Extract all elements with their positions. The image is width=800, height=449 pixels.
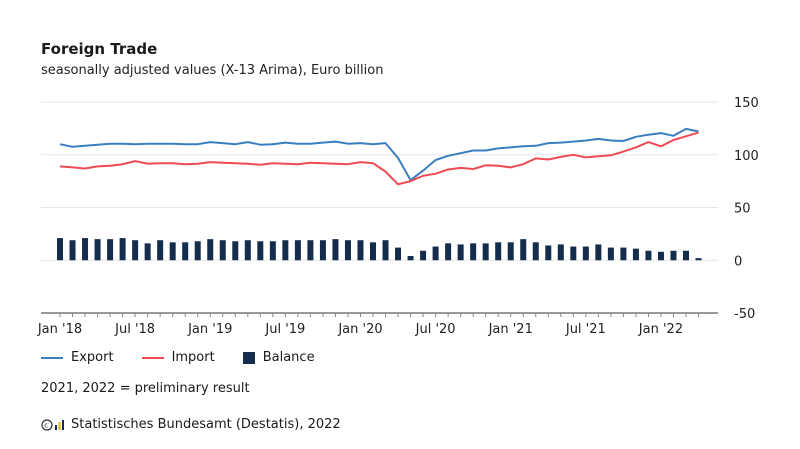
balance-bar [432,246,439,261]
balance-bar [370,242,376,261]
legend-label-import: Import [171,350,215,365]
y-tick-label: 50 [734,202,751,217]
grid-lines [41,101,718,261]
balance-bar [269,241,276,261]
export-swatch [41,356,63,359]
x-tick-label: Jan '20 [337,322,382,337]
source-line: c Statistisches Bundesamt (Destatis), 20… [41,417,341,432]
balance-bar [82,238,89,261]
x-tick-label: Jul '19 [264,322,305,337]
balance-bar [232,241,239,261]
y-tick-label: 0 [734,254,742,269]
balance-bar [645,250,652,261]
balance-bar [382,240,389,261]
balance-bar [683,250,689,261]
balance-bar [570,246,577,261]
balance-bar [119,238,126,261]
balance-bar [157,240,164,261]
import-swatch [141,356,164,359]
balance-bar [319,240,326,261]
chart-title: Foreign Trade [41,40,158,58]
source-text: Statistisches Bundesamt (Destatis), 2022 [71,417,341,432]
balance-bar [169,242,176,261]
chart-legend: Export Import Balance [41,350,343,365]
y-tick-label: 150 [734,96,759,111]
balance-bar [182,242,189,261]
balance-bar [620,247,627,261]
balance-bar [332,239,339,261]
balance-bar [495,242,502,261]
balance-bar [107,239,114,261]
balance-bar [545,245,552,261]
y-tick-label: -50 [734,307,755,322]
balance-bar [207,239,214,261]
balance-bar [607,247,614,261]
balance-bar [657,251,664,261]
balance-bar [595,244,602,261]
balance-bar [582,246,589,261]
balance-bar [282,240,289,261]
balance-bar [470,243,477,261]
balance-bar [69,240,76,261]
legend-label-balance: Balance [262,350,315,365]
x-tick-label: Jan '21 [488,322,533,337]
chart-subtitle: seasonally adjusted values (X-13 Arima),… [41,63,384,78]
balance-bar [57,238,63,261]
legend-item-import[interactable]: Import [141,350,215,365]
legend-item-balance[interactable]: Balance [242,350,315,365]
x-axis: Jan '18 Jul '18 Jan '19 Jul '19 Jan '20 Jul '… [37,312,718,337]
x-tick-label: Jan '22 [638,322,683,337]
balance-bar [357,240,364,261]
x-tick-label: Jan '18 [37,322,82,337]
balance-bar [445,243,452,261]
balance-bar [420,250,427,261]
balance-bar [532,242,539,261]
balance-bar [457,244,464,261]
balance-bar [132,240,139,261]
balance-bar [407,256,414,261]
trade-lines [59,127,699,186]
balance-bar [194,241,201,261]
balance-bar [670,250,677,261]
balance-bar [219,240,226,261]
legend-label-export: Export [71,350,114,365]
balance-bar [344,240,351,261]
balance-bar [257,241,264,261]
import-line [59,131,699,186]
balance-swatch [242,351,255,364]
balance-bar [294,240,301,261]
balance-bar [507,242,514,261]
balance-bar [557,244,564,261]
balance-bar [520,239,527,261]
x-tick-label: Jul '21 [565,322,606,337]
balance-bars [57,238,702,261]
x-tick-label: Jan '19 [187,322,232,337]
balance-bar [244,240,251,261]
legend-item-export[interactable]: Export [41,350,114,365]
balance-bar [94,239,101,261]
x-tick-label: Jul '20 [415,322,456,337]
foreign-trade-chart: Jan '18 Jul '18 Jan '19 Jul '19 Jan '20 Jul '… [37,96,759,337]
x-tick-label: Jul '18 [114,322,155,337]
balance-bar [395,247,402,261]
svg-text:c: c [44,421,48,429]
balance-bar [632,248,639,261]
balance-bar [695,258,702,261]
export-line [59,127,699,182]
balance-bar [482,243,489,261]
destatis-logo-icon: c [41,418,67,432]
balance-bar [144,243,151,261]
y-axis-labels: -50 0 50 100 150 [734,96,759,322]
balance-bar [307,240,314,261]
y-tick-label: 100 [734,149,759,164]
preliminary-note: 2021, 2022 = preliminary result [41,381,250,396]
